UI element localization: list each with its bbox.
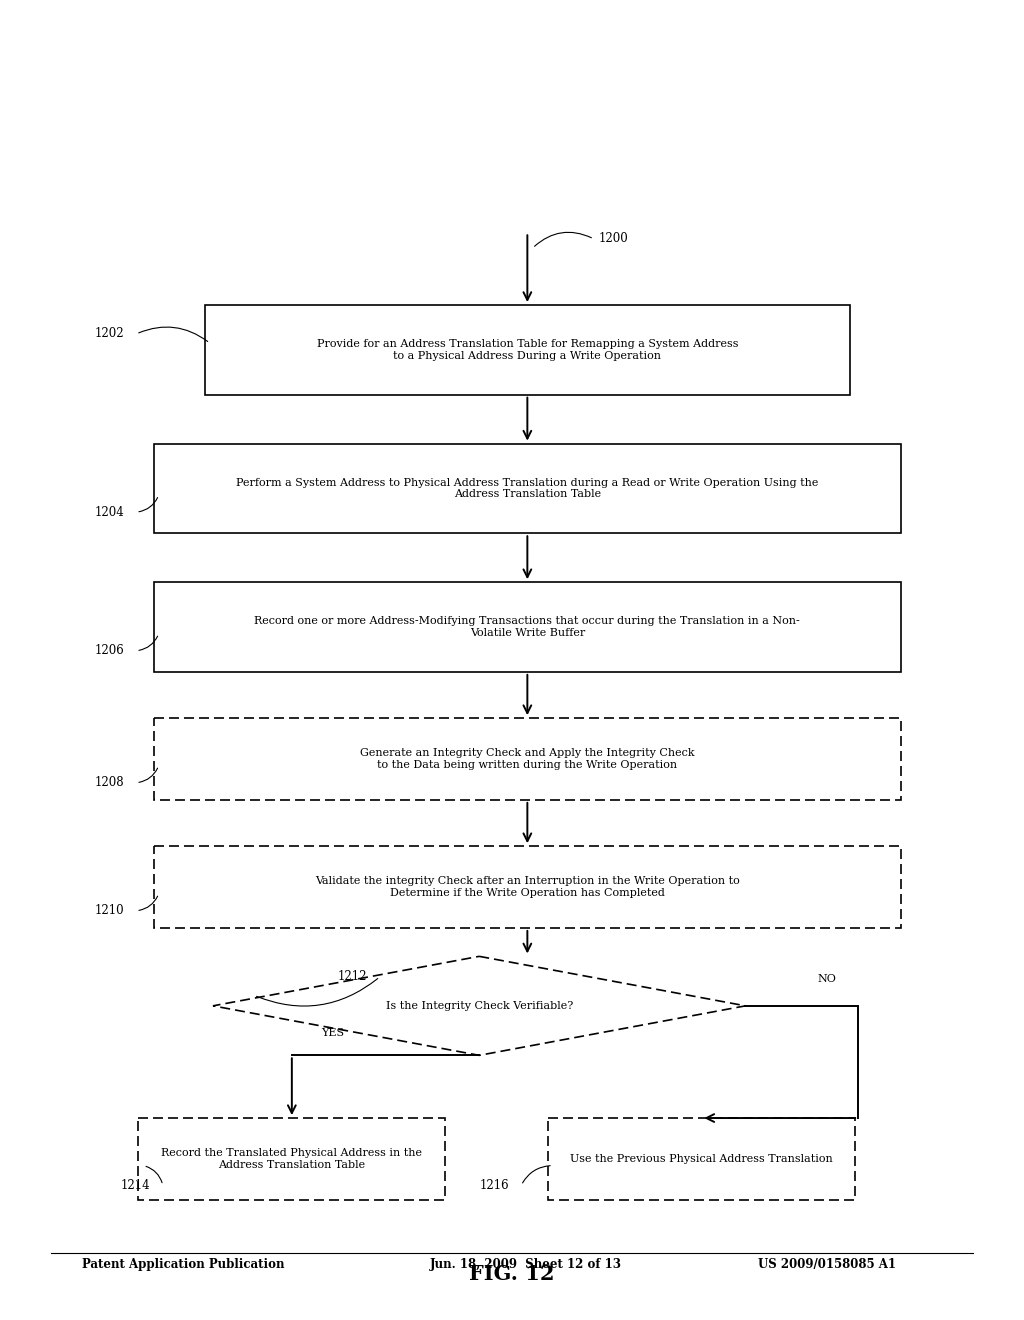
Text: Perform a System Address to Physical Address Translation during a Read or Write : Perform a System Address to Physical Add… [237, 478, 818, 499]
Text: 1214: 1214 [121, 1179, 151, 1192]
Text: YES: YES [322, 1027, 344, 1038]
Text: NO: NO [818, 974, 837, 985]
Text: Provide for an Address Translation Table for Remapping a System Address
to a Phy: Provide for an Address Translation Table… [316, 339, 738, 360]
Bar [154, 846, 901, 928]
Bar [138, 1118, 445, 1200]
Text: Generate an Integrity Check and Apply the Integrity Check
to the Data being writ: Generate an Integrity Check and Apply th… [360, 748, 694, 770]
Bar [548, 1118, 855, 1200]
Text: Jun. 18, 2009  Sheet 12 of 13: Jun. 18, 2009 Sheet 12 of 13 [430, 1258, 622, 1271]
Polygon shape [213, 956, 745, 1055]
Text: 1208: 1208 [94, 776, 124, 789]
Text: Patent Application Publication: Patent Application Publication [82, 1258, 285, 1271]
Text: 1212: 1212 [338, 970, 368, 983]
Text: 1200: 1200 [599, 232, 629, 246]
Text: Record one or more Address-Modifying Transactions that occur during the Translat: Record one or more Address-Modifying Tra… [255, 616, 800, 638]
Text: Record the Translated Physical Address in the
Address Translation Table: Record the Translated Physical Address i… [162, 1148, 422, 1170]
Text: 1210: 1210 [94, 904, 124, 917]
Text: Is the Integrity Check Verifiable?: Is the Integrity Check Verifiable? [386, 1001, 572, 1011]
Bar [154, 444, 901, 533]
Text: Validate the integrity Check after an Interruption in the Write Operation to
Det: Validate the integrity Check after an In… [315, 876, 739, 898]
Text: 1204: 1204 [94, 506, 124, 519]
Bar [205, 305, 850, 395]
Text: 1202: 1202 [94, 327, 124, 341]
Text: 1216: 1216 [479, 1179, 509, 1192]
Text: US 2009/0158085 A1: US 2009/0158085 A1 [758, 1258, 896, 1271]
Text: Use the Previous Physical Address Translation: Use the Previous Physical Address Transl… [570, 1154, 833, 1164]
Text: FIG. 12: FIG. 12 [469, 1263, 555, 1284]
Text: 1206: 1206 [94, 644, 124, 657]
Bar [154, 582, 901, 672]
Bar [154, 718, 901, 800]
